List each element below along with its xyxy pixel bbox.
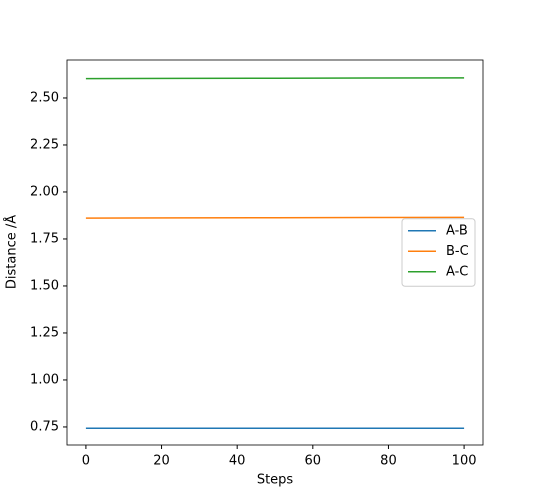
line-series xyxy=(85,77,465,80)
legend-box xyxy=(401,218,476,287)
y-tick-label: 2.50 xyxy=(30,90,59,105)
line-series xyxy=(85,216,465,219)
legend-label: B-C xyxy=(446,244,469,259)
x-axis-label: Steps xyxy=(257,473,294,488)
y-tick-label: 1.00 xyxy=(30,372,59,387)
y-tick-label: 0.75 xyxy=(30,419,59,434)
y-tick-label: 2.00 xyxy=(30,184,59,199)
x-tick-label: 60 xyxy=(305,454,322,469)
x-tick-label: 0 xyxy=(82,454,90,469)
y-tick-label: 1.25 xyxy=(30,325,59,340)
y-tick-label: 1.75 xyxy=(30,231,59,246)
x-tick-label: 100 xyxy=(452,454,477,469)
x-tick-label: 20 xyxy=(153,454,170,469)
legend-label: A-C xyxy=(446,264,468,279)
y-axis-label: Distance /Å xyxy=(4,215,20,289)
x-tick-label: 80 xyxy=(380,454,397,469)
x-tick-label: 40 xyxy=(229,454,246,469)
legend-label: A-B xyxy=(446,223,468,238)
plot-frame xyxy=(66,59,484,446)
y-tick-label: 1.50 xyxy=(30,278,59,293)
y-tick-label: 2.25 xyxy=(30,137,59,152)
